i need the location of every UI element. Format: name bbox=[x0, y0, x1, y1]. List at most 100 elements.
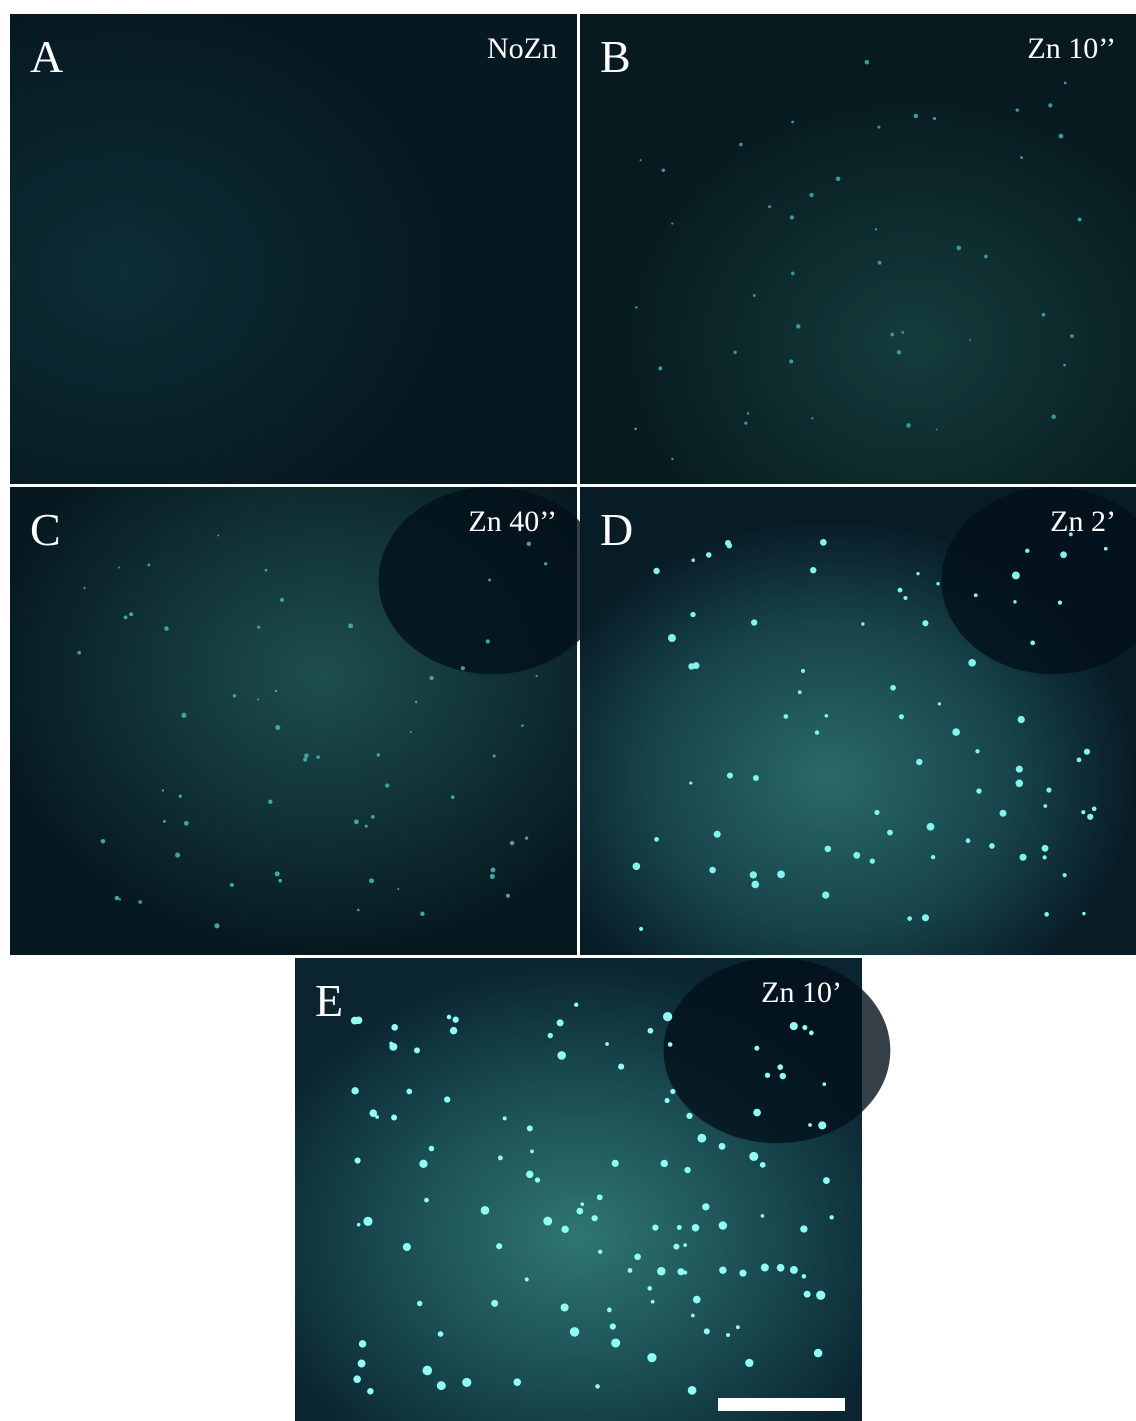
vesicle bbox=[164, 626, 168, 630]
vesicle bbox=[1084, 749, 1090, 755]
vesicle bbox=[922, 914, 929, 921]
vesicle bbox=[668, 634, 676, 642]
vesicle bbox=[635, 306, 637, 308]
vesicle bbox=[607, 1308, 612, 1313]
vesicle bbox=[1104, 547, 1108, 551]
vesicle bbox=[761, 1214, 765, 1218]
vesicle bbox=[791, 121, 794, 124]
vesicle bbox=[391, 1024, 398, 1031]
panel-label: Zn 10’’ bbox=[1027, 32, 1116, 65]
vesicle bbox=[129, 612, 133, 616]
vesicle bbox=[796, 324, 801, 329]
vesicle bbox=[661, 1160, 668, 1167]
vesicle bbox=[753, 775, 759, 781]
vesicle bbox=[490, 867, 495, 872]
vesicle bbox=[1048, 103, 1052, 107]
vesicle bbox=[719, 1143, 726, 1150]
vesicle bbox=[897, 350, 901, 354]
vesicle bbox=[870, 859, 875, 864]
vesicle bbox=[438, 1331, 444, 1337]
vesicle bbox=[385, 783, 389, 787]
vesicle bbox=[513, 1378, 521, 1386]
vesicle bbox=[684, 1167, 690, 1173]
vesicle bbox=[597, 1194, 603, 1200]
vesicle bbox=[1042, 845, 1049, 852]
vesicle bbox=[634, 1253, 641, 1260]
vesicle bbox=[750, 871, 757, 878]
vesicle bbox=[818, 1121, 826, 1129]
vesicle bbox=[754, 1046, 759, 1051]
vesicle bbox=[670, 1089, 675, 1094]
vesicle bbox=[162, 789, 164, 791]
vesicle bbox=[907, 916, 912, 921]
scale-bar bbox=[718, 1398, 845, 1411]
vesicle bbox=[652, 1225, 658, 1231]
vesicle bbox=[316, 755, 320, 759]
vesicle bbox=[798, 690, 802, 694]
vesicle bbox=[640, 159, 642, 161]
vesicle bbox=[365, 825, 368, 828]
vesicle bbox=[429, 676, 433, 680]
vesicle bbox=[673, 1244, 679, 1250]
vesicle bbox=[363, 1217, 372, 1226]
vesicle bbox=[83, 587, 85, 589]
vesicle bbox=[739, 1270, 746, 1277]
vesicle bbox=[389, 1042, 393, 1046]
vesicle bbox=[903, 596, 907, 600]
vesicle bbox=[444, 1096, 450, 1102]
vesicle bbox=[825, 846, 832, 853]
vesicle bbox=[525, 1277, 529, 1281]
vesicle bbox=[686, 1113, 692, 1119]
micrograph bbox=[580, 14, 1136, 484]
panel-label: Zn 10’ bbox=[761, 976, 842, 1009]
vesicle bbox=[802, 1274, 806, 1278]
vesicle bbox=[420, 912, 424, 916]
vesicle bbox=[914, 114, 919, 119]
vesicle bbox=[447, 1015, 452, 1020]
vesicle bbox=[353, 1375, 361, 1383]
vesicle bbox=[916, 572, 919, 575]
vesicle bbox=[1025, 549, 1029, 553]
vesicle bbox=[1078, 218, 1082, 222]
vesicle bbox=[984, 255, 988, 259]
vesicle bbox=[906, 423, 911, 428]
vesicle bbox=[422, 1366, 432, 1376]
vesicle bbox=[809, 1031, 814, 1036]
vesicle bbox=[690, 612, 695, 617]
vesicle bbox=[736, 1325, 740, 1329]
vesicle bbox=[544, 562, 547, 565]
vesicle bbox=[1000, 810, 1007, 817]
vesicle bbox=[825, 714, 829, 718]
vesicle bbox=[257, 626, 260, 629]
vesicle bbox=[878, 261, 882, 265]
vesicle bbox=[725, 540, 731, 546]
vesicle bbox=[605, 1042, 609, 1046]
vesicle bbox=[233, 694, 237, 698]
vesicle bbox=[829, 1215, 833, 1219]
vesicle bbox=[181, 713, 186, 718]
vesicle bbox=[1077, 758, 1082, 763]
vesicle bbox=[804, 1291, 811, 1298]
panel: DZn 2’ bbox=[580, 487, 1136, 955]
vesicle bbox=[1064, 81, 1067, 84]
vesicle bbox=[989, 843, 995, 849]
vesicle bbox=[753, 1109, 761, 1117]
vesicle bbox=[789, 359, 793, 363]
vesicle bbox=[683, 1243, 687, 1247]
vesicle bbox=[927, 823, 935, 831]
panel-label: Zn 2’ bbox=[1050, 505, 1116, 538]
vesicle bbox=[790, 215, 794, 219]
vesicle bbox=[768, 205, 771, 208]
vesicle bbox=[530, 1150, 534, 1154]
vesicle bbox=[751, 619, 757, 625]
vesicle bbox=[936, 428, 938, 430]
vesicle bbox=[493, 755, 496, 758]
vesicle bbox=[496, 1243, 502, 1249]
vesicle bbox=[875, 228, 877, 230]
vesicle bbox=[936, 582, 939, 585]
vesicle bbox=[175, 853, 180, 858]
vesicle bbox=[777, 870, 785, 878]
vesicle bbox=[816, 1291, 825, 1300]
vesicle bbox=[1020, 156, 1023, 159]
